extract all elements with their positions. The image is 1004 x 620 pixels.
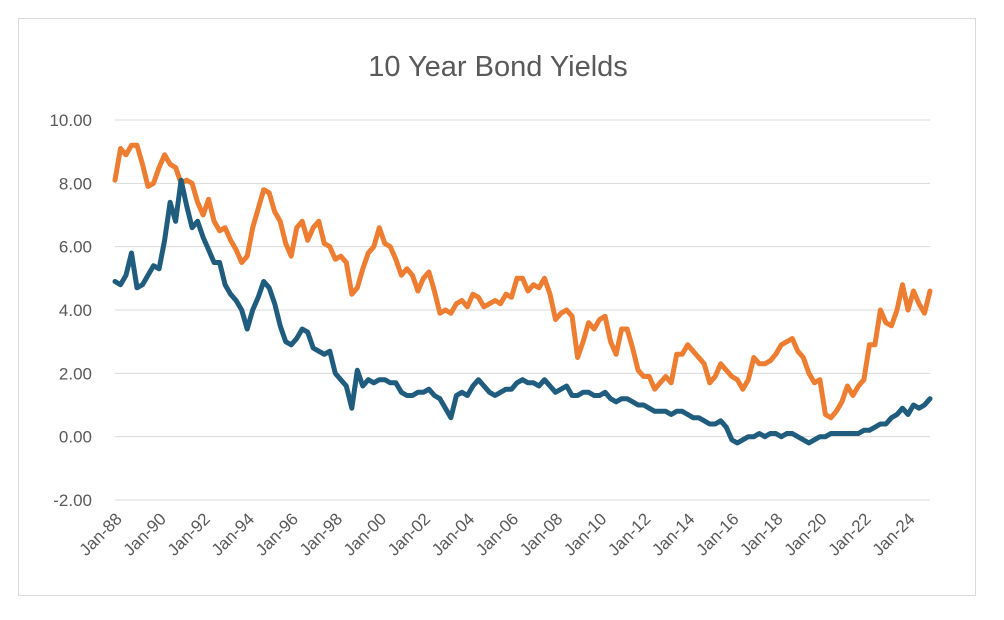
series-line-1 xyxy=(112,142,933,421)
x-tick-label: Jan-14 xyxy=(648,509,698,559)
x-tick-label: Jan-92 xyxy=(164,509,214,559)
y-tick-label: 2.00 xyxy=(59,364,92,383)
x-tick-label: Jan-02 xyxy=(384,509,434,559)
x-tick-label: Jan-12 xyxy=(604,509,654,559)
x-tick-label: Jan-18 xyxy=(736,509,786,559)
x-tick-label: Jan-90 xyxy=(120,509,170,559)
y-axis-ticks: 10.00 8.00 6.00 4.00 2.00 0.00 -2.00 xyxy=(49,111,92,510)
series-lines xyxy=(112,142,933,446)
x-tick-label: Jan-20 xyxy=(780,509,830,559)
x-tick-label: Jan-24 xyxy=(869,509,919,559)
y-tick-label: 6.00 xyxy=(59,238,92,257)
y-tick-label: -2.00 xyxy=(53,491,92,510)
x-tick-label: Jan-94 xyxy=(208,509,258,559)
x-tick-label: Jan-06 xyxy=(472,509,522,559)
x-tick-label: Jan-22 xyxy=(825,509,875,559)
x-tick-label: Jan-10 xyxy=(560,509,610,559)
y-tick-label: 10.00 xyxy=(49,111,92,130)
y-tick-label: 8.00 xyxy=(59,174,92,193)
x-tick-label: Jan-96 xyxy=(252,509,302,559)
x-axis-ticks: Jan-88Jan-90Jan-92Jan-94Jan-96Jan-98Jan-… xyxy=(76,509,919,559)
x-tick-label: Jan-88 xyxy=(76,509,126,559)
series-line-2 xyxy=(112,177,933,446)
x-tick-label: Jan-04 xyxy=(428,509,478,559)
x-tick-label: Jan-98 xyxy=(296,509,346,559)
chart-title: 10 Year Bond Yields xyxy=(368,51,628,83)
x-tick-label: Jan-00 xyxy=(340,509,390,559)
y-tick-label: 0.00 xyxy=(59,428,92,447)
x-tick-label: Jan-08 xyxy=(516,509,566,559)
y-tick-label: 4.00 xyxy=(59,301,92,320)
x-tick-label: Jan-16 xyxy=(692,509,742,559)
